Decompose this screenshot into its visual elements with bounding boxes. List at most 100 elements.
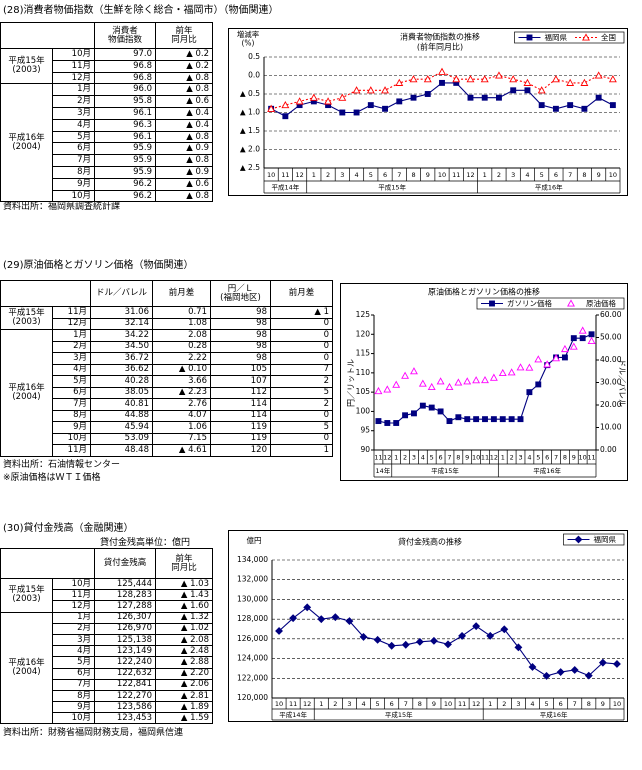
table-cell: 123,453: [94, 712, 156, 725]
x-tick-label: 7: [554, 454, 558, 462]
header-cell: 前年 同月比: [155, 22, 213, 49]
marker: [582, 33, 590, 41]
marker: [267, 104, 276, 112]
table-cell: 96.8: [94, 71, 156, 85]
table-cell: 122,841: [94, 678, 156, 691]
table-cell: 36.62: [90, 363, 153, 376]
marker: [552, 105, 559, 112]
marker: [473, 416, 480, 423]
table-cell: 3月: [52, 352, 91, 365]
chart: 120,000 122,000 124,000 126,000 128,000 130,0…: [228, 530, 628, 722]
x-tick-label: 12: [295, 171, 303, 179]
table-cell: 98: [210, 317, 271, 330]
x-tick-label: 4: [530, 700, 534, 708]
marker: [552, 354, 561, 362]
table-row: 9月 45.94 1.06 119 5: [1, 421, 333, 434]
x-tick-label: 5: [430, 454, 434, 462]
tick-label: 0.0: [248, 71, 260, 80]
table-cell: ▲ 0.4: [155, 118, 213, 132]
table-cell: ▲ 0.6: [155, 95, 213, 108]
table-cell: 40.28: [90, 375, 153, 388]
table-cell: 8月: [52, 165, 95, 179]
marker: [569, 342, 578, 350]
x-tick-label: 6: [439, 454, 443, 462]
header-cell: [0, 548, 95, 579]
table-cell: 1月: [52, 329, 91, 342]
marker: [418, 379, 427, 387]
table-cell: 11月: [52, 59, 95, 73]
table-cell: 125,444: [94, 577, 156, 591]
marker: [395, 78, 404, 86]
table-cell: 96.8: [94, 59, 156, 73]
tick-label: 10.00: [600, 423, 622, 432]
category-group-label: 平成16年: [535, 183, 563, 192]
tick-label: 40.00: [600, 355, 622, 364]
chart: 90951001051101151201250.0010.0020.0030.0…: [340, 283, 628, 481]
x-tick-label: 10: [579, 454, 587, 462]
table-cell: 122,270: [94, 689, 156, 703]
table-cell: 11月: [52, 306, 91, 319]
table-row: 6月 122,632 ▲ 2.20: [1, 667, 213, 680]
x-tick-label: 12: [490, 454, 498, 462]
marker: [419, 402, 426, 409]
table-cell: ▲ 2.20: [155, 667, 213, 680]
table-cell: 10月: [52, 712, 95, 725]
table-cell: 34.22: [90, 329, 153, 342]
table-cell: 9月: [52, 701, 95, 714]
table-cell: 107: [210, 375, 271, 388]
header-row: 貸付金残高 前年 同月比: [0, 548, 213, 579]
tick-label: 115: [356, 349, 371, 358]
table-cell: 119: [210, 421, 271, 434]
table-cell: ▲ 1.43: [155, 589, 213, 602]
tick-label: 134,000: [237, 555, 268, 564]
marker: [581, 105, 588, 112]
x-tick-label: 7: [397, 171, 401, 179]
marker: [524, 87, 531, 94]
marker: [482, 416, 488, 423]
table-cell: 45.94: [90, 421, 153, 434]
table-row: 12月 96.8 ▲ 0.8: [1, 71, 213, 85]
table-row: 3月 96.1 ▲ 0.4: [1, 106, 213, 120]
marker: [508, 416, 515, 423]
table-cell: 2月: [52, 340, 91, 353]
marker: [480, 75, 489, 83]
x-tick-label: 6: [545, 454, 549, 462]
table-cell: ▲ 1.03: [155, 577, 213, 591]
data-table: ドル／バレル 前月差 円／Ｌ (福岡地区) 前月差 平成15年 (2003) 11月 31.0…: [0, 280, 333, 457]
table-cell: 122,632: [94, 667, 156, 680]
category-group-label: 平成15年: [378, 183, 406, 192]
tick-label: 95: [360, 426, 370, 435]
x-tick-label: 1: [312, 171, 316, 179]
tick-label: 122,000: [237, 673, 268, 682]
y-axis-label: 円／リットル: [347, 359, 356, 407]
table-cell: 3月: [52, 106, 95, 120]
year-cell: 平成15年 (2003): [0, 578, 53, 613]
tick-label: 105: [356, 387, 371, 396]
table-cell: 125,138: [94, 633, 156, 647]
marker: [472, 376, 481, 384]
year-label: 平成15年: [8, 585, 45, 596]
table-row: 11月 48.48 ▲ 4.61 120 1: [1, 444, 333, 457]
table-cell: 7.15: [152, 432, 211, 445]
table-cell: 5月: [52, 656, 95, 669]
x-tick-label: 4: [527, 454, 531, 462]
table-cell: ▲ 2.81: [155, 689, 213, 703]
table-row: 5月 122,240 ▲ 2.88: [1, 656, 213, 669]
x-tick-label: 2: [510, 454, 514, 462]
marker: [303, 603, 312, 612]
legend-label: 全国: [601, 32, 616, 42]
tick-label: 132,000: [237, 575, 268, 584]
year-cell: 平成16年 (2004): [0, 83, 53, 203]
year-cell: 平成15年 (2003): [0, 306, 53, 330]
marker: [510, 87, 517, 94]
table-cell: 12月: [52, 71, 95, 85]
x-tick-label: 5: [536, 454, 540, 462]
x-tick-label: 12: [303, 700, 311, 708]
tick-label: ▲ 1.0: [240, 108, 260, 117]
marker: [427, 382, 436, 391]
marker: [289, 614, 298, 623]
tick-label: ▲ 0.5: [240, 89, 260, 98]
marker: [415, 637, 424, 646]
tick-label: 90: [360, 445, 370, 454]
marker: [281, 100, 290, 109]
